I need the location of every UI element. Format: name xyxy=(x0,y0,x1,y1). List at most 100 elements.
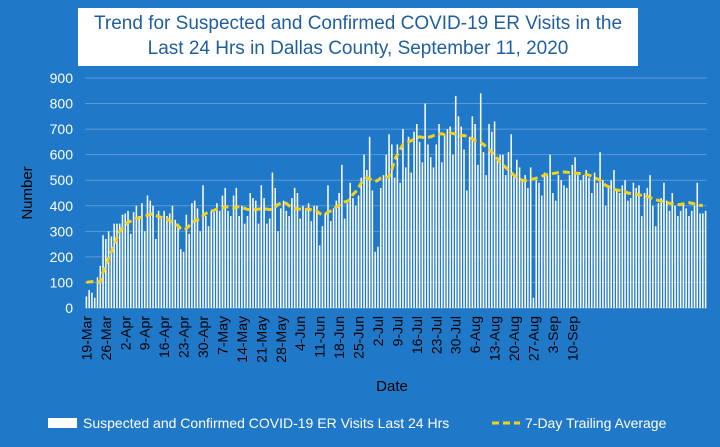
bar xyxy=(379,187,382,308)
y-tick-label: 100 xyxy=(50,274,74,290)
bar xyxy=(568,175,571,308)
bar xyxy=(343,218,346,308)
x-tick-label: 18-Jun xyxy=(331,316,347,359)
bar xyxy=(518,167,521,308)
bar xyxy=(538,182,540,308)
bar xyxy=(596,182,599,308)
bar xyxy=(393,177,396,308)
bar xyxy=(557,175,560,308)
bar xyxy=(677,216,679,308)
bar xyxy=(363,154,365,308)
chart-title-line-2: Last 24 Hrs in Dallas County, September … xyxy=(147,38,569,59)
bar xyxy=(646,187,649,308)
bar xyxy=(249,193,251,308)
bar xyxy=(513,175,515,308)
bar xyxy=(304,208,307,308)
bar xyxy=(143,231,146,308)
x-tick-label: 3-Sep xyxy=(545,316,561,354)
y-tick-label: 200 xyxy=(50,249,74,265)
bar xyxy=(152,205,154,308)
legend-bar-swatch xyxy=(48,418,77,428)
bar xyxy=(624,180,626,308)
bar xyxy=(493,121,496,308)
bar xyxy=(460,126,463,308)
bar xyxy=(224,187,226,308)
bar xyxy=(665,200,668,308)
bar xyxy=(449,126,451,308)
bar xyxy=(118,223,121,308)
bar xyxy=(571,164,574,308)
bar xyxy=(554,200,557,308)
bar xyxy=(188,233,190,308)
bar xyxy=(257,223,260,308)
x-tick-label: 25-Jun xyxy=(351,316,367,359)
bar xyxy=(88,290,90,308)
bar xyxy=(291,198,293,308)
bar xyxy=(113,223,115,308)
bar xyxy=(193,200,196,308)
bar xyxy=(282,200,285,308)
bar xyxy=(205,216,207,308)
bar xyxy=(313,205,315,308)
chart-title-box: Trend for Suspected and Confirmed COVID-… xyxy=(78,8,638,66)
y-tick-label: 700 xyxy=(50,121,74,137)
x-tick-label: 13-Aug xyxy=(487,316,503,361)
bar xyxy=(293,187,296,308)
bar xyxy=(346,203,349,308)
bar xyxy=(202,185,204,308)
bar xyxy=(238,216,240,308)
bar xyxy=(99,265,102,308)
bar xyxy=(260,185,263,308)
chart-title-line-1: Trend for Suspected and Confirmed COVID-… xyxy=(93,13,623,34)
bar xyxy=(510,134,512,308)
bar xyxy=(329,221,332,308)
x-tick-label: 14-May xyxy=(234,316,250,363)
bar xyxy=(593,172,596,308)
y-tick-label: 800 xyxy=(50,96,74,112)
bar xyxy=(132,212,135,308)
bar xyxy=(574,157,576,308)
bar xyxy=(516,159,518,308)
bar xyxy=(418,141,421,308)
x-tick-label: 19-Mar xyxy=(78,316,94,361)
bar xyxy=(310,221,313,308)
bar xyxy=(374,251,376,308)
bar xyxy=(632,182,635,308)
bar xyxy=(485,175,488,308)
bar xyxy=(491,131,493,308)
bar xyxy=(477,164,479,308)
x-tick-label: 7-May xyxy=(215,316,231,355)
bar xyxy=(107,231,110,308)
bar xyxy=(441,162,443,308)
bar xyxy=(174,219,177,308)
bar xyxy=(504,175,507,308)
x-tick-label: 16-Apr xyxy=(156,316,172,358)
x-tick-label: 2-Apr xyxy=(117,316,133,351)
y-tick-label: 500 xyxy=(50,172,74,188)
bar xyxy=(635,187,637,308)
bar xyxy=(607,187,610,308)
y-tick-label: 900 xyxy=(50,70,74,86)
bar xyxy=(452,154,454,308)
bar xyxy=(443,134,446,308)
bar xyxy=(582,175,585,308)
bar xyxy=(627,200,629,308)
bar xyxy=(638,185,640,308)
x-tick-label: 23-Jul xyxy=(428,316,444,354)
bar xyxy=(243,223,246,308)
x-tick-label: 9-Apr xyxy=(137,316,153,351)
bar xyxy=(185,214,188,308)
bar xyxy=(668,210,671,308)
bar xyxy=(349,182,351,308)
bar xyxy=(615,190,618,308)
bar xyxy=(241,205,243,308)
bar xyxy=(527,187,529,308)
bar xyxy=(207,226,210,308)
bar xyxy=(335,200,338,308)
bar xyxy=(399,182,401,308)
y-axis-label: Number xyxy=(19,166,36,219)
bar xyxy=(671,193,674,308)
bar xyxy=(621,185,624,308)
bar xyxy=(663,182,665,308)
bar xyxy=(535,180,537,308)
